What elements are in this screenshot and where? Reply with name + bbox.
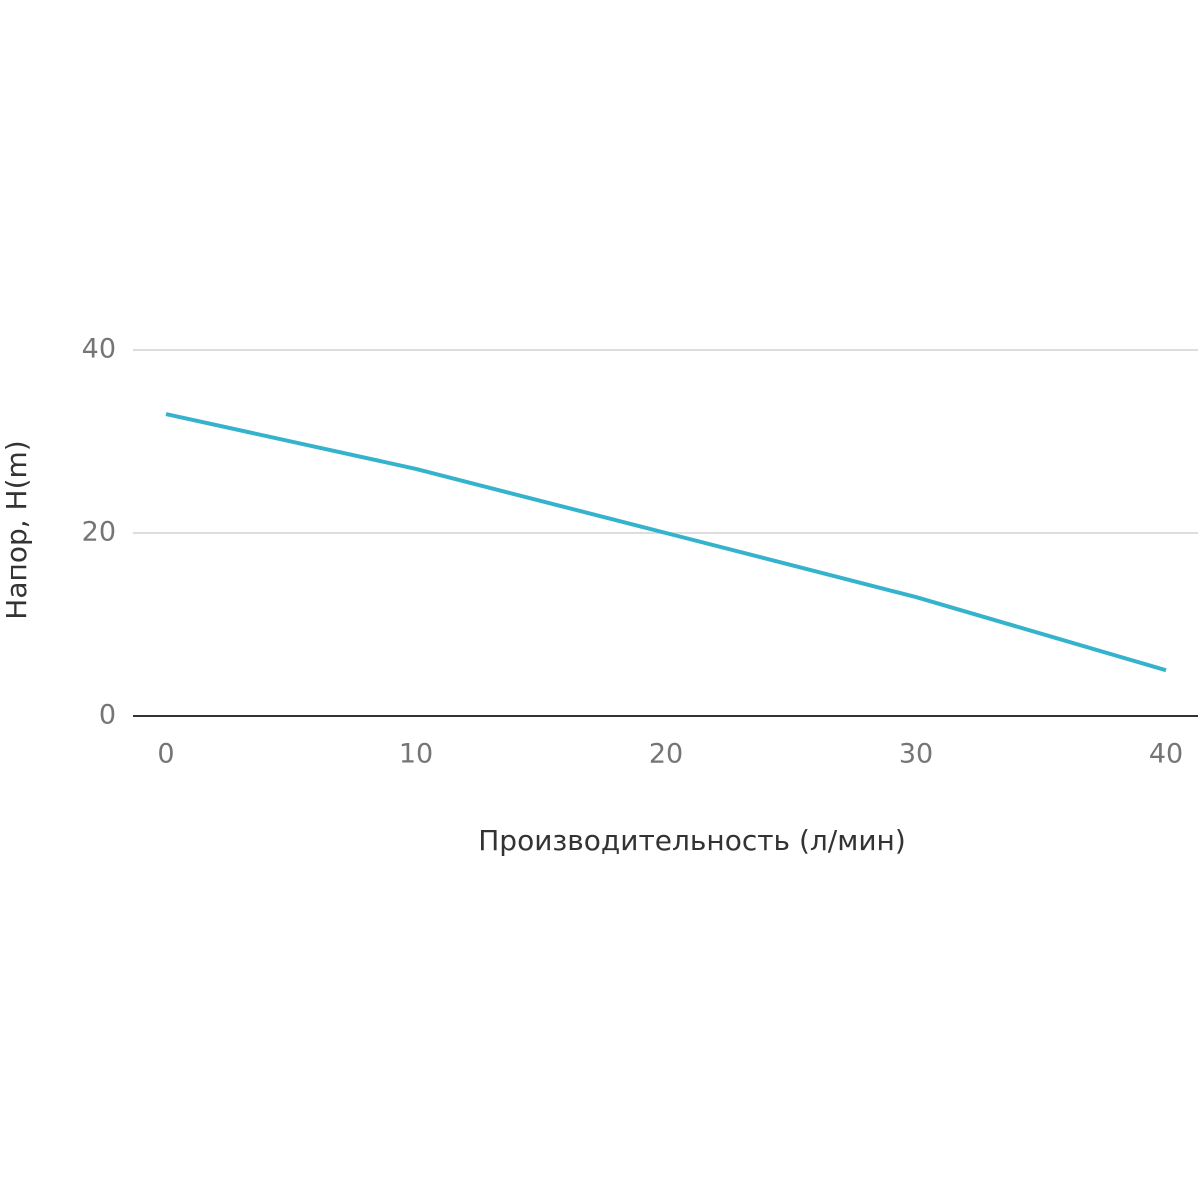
x-tick-label: 10	[399, 739, 433, 770]
x-tick-label: 20	[649, 739, 683, 770]
data-line	[165, 412, 1167, 673]
x-axis-label: Производительность (л/мин)	[478, 824, 906, 857]
y-axis-label: Напор, H(m)	[0, 440, 33, 619]
x-tick-label: 30	[899, 739, 933, 770]
x-tick-label: 0	[157, 739, 174, 770]
x-tick-label: 40	[1149, 739, 1183, 770]
y-tick-label: 0	[99, 700, 116, 731]
y-tick-label: 20	[82, 517, 116, 548]
y-tick-label: 40	[82, 334, 116, 365]
